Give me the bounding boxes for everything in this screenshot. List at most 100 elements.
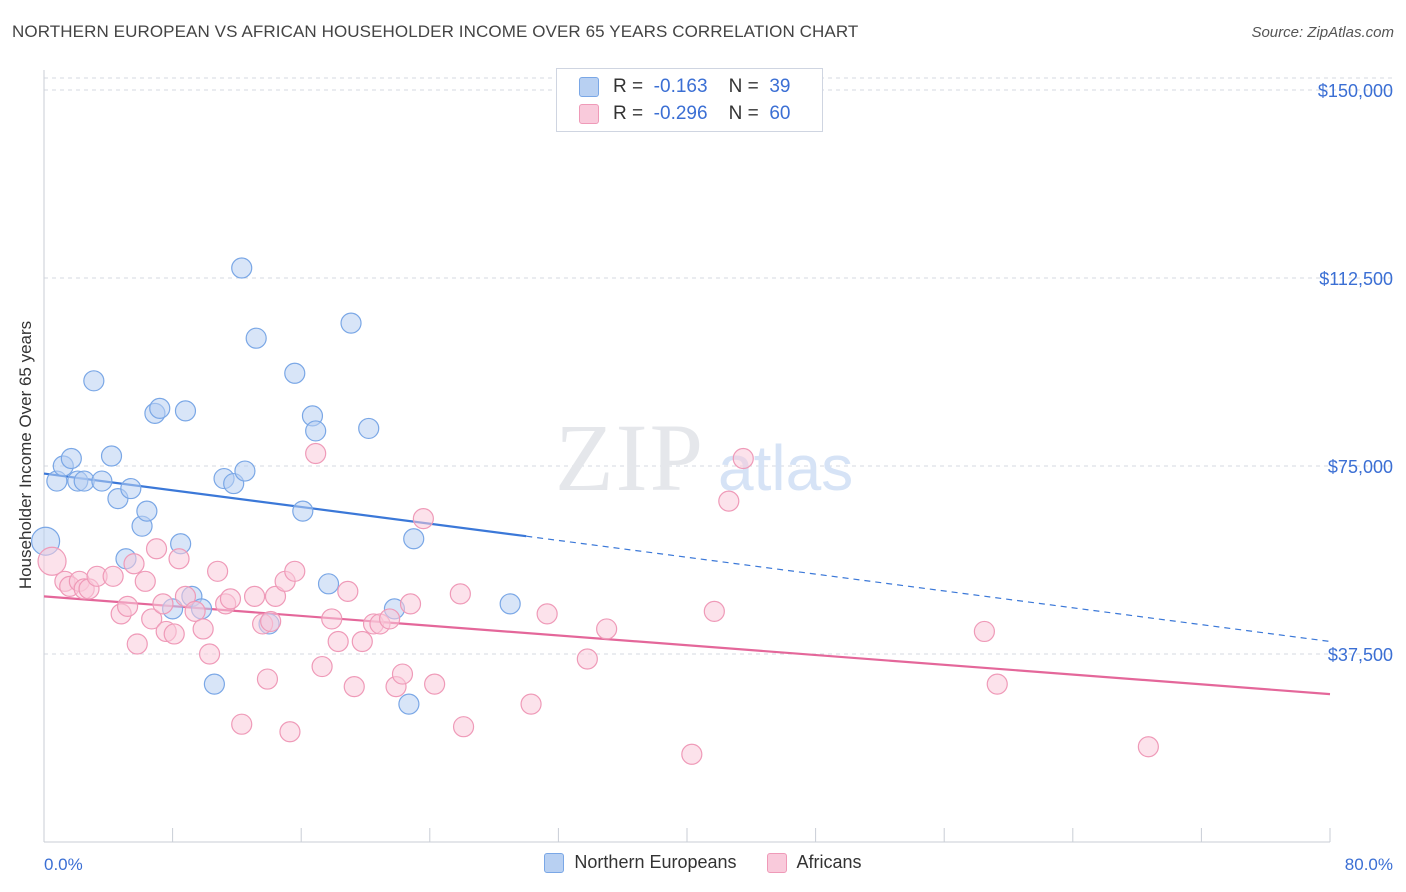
point-african — [145, 538, 168, 560]
point-northern-european — [245, 327, 267, 349]
point-african — [399, 593, 422, 615]
point-african — [174, 585, 197, 607]
legend-r-value: -0.163 — [653, 76, 708, 97]
watermark: ZIP atlas — [555, 404, 853, 511]
point-northern-european — [358, 417, 380, 440]
point-african — [256, 668, 279, 690]
point-african — [231, 713, 253, 735]
point-african — [192, 618, 214, 640]
watermark-zip: ZIP — [555, 404, 705, 511]
point-northern-european — [136, 500, 158, 522]
point-african — [219, 588, 242, 610]
point-african — [452, 716, 475, 738]
y-tick-label: $75,000 — [1328, 457, 1393, 477]
point-northern-european — [317, 573, 340, 595]
point-african — [184, 600, 206, 623]
point-african — [168, 548, 190, 570]
legend-row-northern-europeans: R = -0.163 N = 39 — [579, 75, 790, 99]
point-african — [424, 673, 446, 695]
point-northern-european — [174, 400, 197, 422]
point-african — [718, 490, 740, 512]
point-african — [379, 608, 401, 630]
point-african — [152, 593, 174, 615]
correlation-legend: R = -0.163 N = 39 R = -0.296 N = 60 — [556, 68, 823, 132]
legend-n-value: 39 — [769, 76, 791, 97]
point-african — [703, 600, 725, 623]
point-african — [37, 546, 67, 576]
point-northern-european — [73, 470, 95, 492]
point-african — [1137, 736, 1159, 758]
legend-swatch-pink — [766, 852, 787, 873]
point-african — [279, 721, 301, 743]
point-northern-european — [203, 673, 225, 695]
series-legend: Northern Europeans Africans — [0, 852, 1406, 873]
point-northern-european — [120, 477, 142, 500]
point-african — [986, 673, 1008, 695]
point-african — [305, 442, 327, 465]
legend-swatch-blue — [544, 852, 565, 873]
legend-n-label: N = — [728, 76, 759, 97]
point-african — [449, 583, 471, 605]
tick-labels: $37,500 $75,000 $112,500 $150,000 0.0% 80.0% — [44, 81, 1393, 874]
point-african — [391, 663, 414, 685]
point-african — [351, 630, 373, 653]
point-african — [520, 693, 542, 715]
point-african — [264, 585, 287, 607]
trend-line-africans — [43, 595, 1331, 696]
point-african — [207, 560, 229, 582]
y-tick-label: $37,500 — [1328, 645, 1393, 665]
legend-item-africans[interactable]: Africans — [766, 852, 862, 873]
point-african — [243, 585, 266, 607]
point-african — [126, 633, 148, 655]
legend-r-value: -0.296 — [653, 103, 708, 124]
point-african — [327, 630, 349, 653]
point-african — [732, 447, 754, 470]
legend-n-value: 60 — [769, 103, 791, 124]
point-northern-european — [398, 693, 420, 715]
point-african — [311, 655, 333, 678]
legend-swatch-blue — [579, 77, 599, 97]
point-northern-european — [340, 312, 362, 334]
point-african — [260, 610, 282, 633]
legend-r-label: R = — [613, 103, 644, 124]
trend-line-extension — [526, 535, 1331, 643]
point-northern-european — [100, 445, 123, 467]
legend-n-label: N = — [728, 103, 759, 124]
point-northern-european — [292, 500, 314, 522]
point-african — [343, 675, 365, 698]
chart-title: NORTHERN EUROPEAN VS AFRICAN HOUSEHOLDER… — [12, 22, 859, 41]
legend-item-northern-europeans[interactable]: Northern Europeans — [544, 852, 737, 873]
point-northern-european — [83, 370, 105, 392]
point-african — [576, 648, 598, 670]
point-northern-european — [231, 257, 253, 279]
point-northern-european — [305, 420, 327, 442]
legend-swatch-pink — [579, 104, 599, 124]
point-northern-european — [91, 470, 113, 492]
point-northern-european — [234, 460, 256, 482]
legend-label: Africans — [796, 852, 862, 872]
point-african — [412, 508, 434, 530]
data-points — [31, 257, 1159, 765]
point-northern-european — [284, 362, 306, 384]
point-african — [973, 620, 995, 643]
point-northern-european — [60, 447, 82, 470]
point-african — [596, 618, 618, 640]
y-tick-label: $112,500 — [1319, 269, 1393, 289]
point-african — [681, 743, 703, 765]
point-african — [116, 595, 139, 617]
y-tick-label: $150,000 — [1318, 81, 1393, 101]
point-northern-european — [403, 528, 425, 550]
point-african — [284, 560, 306, 582]
point-african — [163, 623, 185, 645]
point-african — [141, 608, 163, 630]
point-african — [134, 570, 156, 592]
source-label: Source: ZipAtlas.com — [1251, 24, 1394, 41]
point-african — [102, 565, 124, 587]
legend-label: Northern Europeans — [574, 852, 737, 872]
point-african — [123, 553, 145, 575]
x-tick-label: 80.0% — [1345, 855, 1393, 874]
axes — [43, 70, 1331, 843]
legend-r-label: R = — [613, 76, 644, 97]
point-african — [536, 603, 558, 625]
